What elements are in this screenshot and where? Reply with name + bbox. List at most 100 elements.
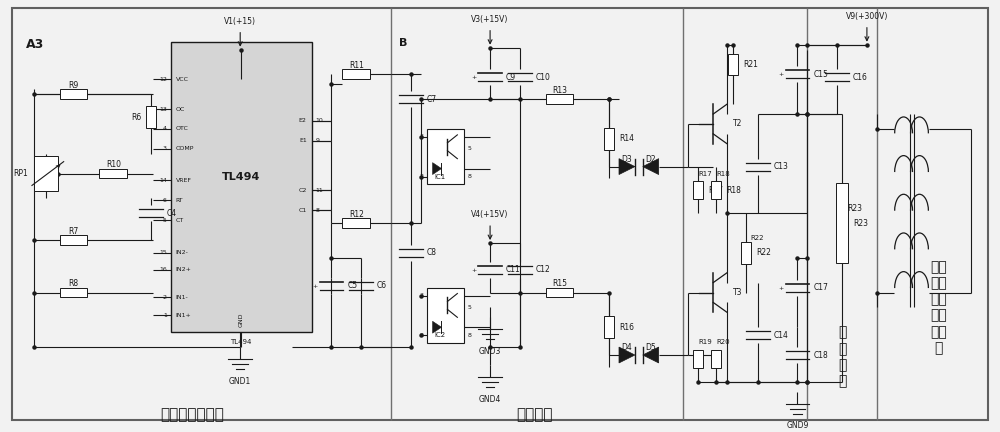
Text: OC: OC [176,107,185,111]
Text: IN2+: IN2+ [176,267,192,272]
Text: V4(+15V): V4(+15V) [471,210,509,219]
Text: IC2: IC2 [435,332,446,338]
Bar [836,184,848,263]
Text: R11: R11 [349,61,364,70]
Text: R18: R18 [726,186,741,195]
Text: R18: R18 [716,171,730,177]
Text: C13: C13 [774,162,789,171]
Text: VCC: VCC [176,77,189,82]
Text: 8: 8 [467,333,471,338]
Text: R6: R6 [131,112,141,121]
Text: TL494: TL494 [222,172,260,182]
Bar [60,89,87,99]
Text: R17: R17 [708,186,723,195]
Bar [604,128,614,150]
Bar [546,288,573,298]
Bar [427,288,464,343]
Text: C7: C7 [427,95,437,104]
Text: +: + [471,75,476,80]
Bar [741,242,751,264]
Text: 2: 2 [420,333,424,338]
Text: 5: 5 [467,305,471,310]
Text: C6: C6 [377,281,387,290]
Text: V1(+15): V1(+15) [224,17,256,26]
Text: C15: C15 [813,70,828,79]
Text: D5: D5 [645,343,656,352]
Text: C16: C16 [853,73,868,82]
Text: R22: R22 [756,248,771,257]
Text: COMP: COMP [176,146,194,151]
Text: 14: 14 [159,178,167,183]
Polygon shape [643,347,659,363]
Text: 12: 12 [159,77,167,82]
Text: 2: 2 [163,295,167,300]
Text: B: B [399,38,407,48]
Text: C12: C12 [536,265,550,274]
Text: T2: T2 [733,120,742,128]
Text: C2: C2 [298,188,307,193]
Text: R17: R17 [698,171,712,177]
Text: R7: R7 [68,226,79,235]
Text: R20: R20 [716,339,730,345]
Bar [427,130,464,184]
Text: R21: R21 [743,60,758,69]
Text: 10: 10 [316,118,323,124]
Bar [342,218,370,228]
Text: 5: 5 [467,146,471,151]
Text: 1: 1 [163,313,167,318]
Text: GND1: GND1 [229,377,251,386]
Polygon shape [433,162,441,175]
Bar [604,316,614,338]
Text: C14: C14 [774,330,789,340]
Text: CT: CT [176,218,184,222]
Text: R15: R15 [552,279,567,288]
Text: 2: 2 [420,174,424,179]
Text: R23: R23 [847,204,862,213]
Text: 5: 5 [163,218,167,222]
Text: V9(+300V): V9(+300V) [846,12,888,21]
Text: C4: C4 [167,209,177,218]
Text: 15: 15 [159,251,167,255]
Text: GND4: GND4 [479,395,501,403]
Text: R13: R13 [552,86,567,95]
Text: RT: RT [176,198,183,203]
Polygon shape [643,159,659,175]
Text: T3: T3 [733,288,743,297]
Text: R23: R23 [853,219,868,228]
Text: TL494: TL494 [230,339,252,345]
Bar [546,94,573,104]
Text: R9: R9 [68,81,79,90]
Text: GND3: GND3 [479,347,501,356]
Bar [711,350,721,368]
Text: R8: R8 [69,279,79,288]
Text: V3(+15V): V3(+15V) [471,15,509,24]
Text: D2: D2 [645,155,656,164]
Text: IC1: IC1 [435,174,446,180]
Text: R22: R22 [750,235,763,241]
Text: R10: R10 [106,160,121,169]
Text: OTC: OTC [176,127,189,131]
Text: C17: C17 [813,283,828,292]
Text: IN2-: IN2- [176,251,189,255]
Text: 9: 9 [316,138,320,143]
Text: +: + [471,268,476,273]
Text: C9: C9 [506,73,516,82]
Text: C8: C8 [427,248,437,257]
Polygon shape [619,347,635,363]
Bar [171,41,312,332]
Text: +: + [312,283,318,289]
Text: R19: R19 [698,339,712,345]
Text: C10: C10 [536,73,551,82]
Bar [99,168,127,178]
Text: RP1: RP1 [13,169,28,178]
Text: 3: 3 [420,293,424,298]
Text: IN1+: IN1+ [176,313,191,318]
Text: 半
桥
电
路: 半 桥 电 路 [838,326,846,388]
Bar [711,181,721,199]
Bar [34,156,58,191]
Bar [60,288,87,298]
Text: R12: R12 [349,210,364,219]
Text: 13: 13 [159,107,167,111]
Text: R14: R14 [619,134,634,143]
Text: GND: GND [239,312,244,327]
